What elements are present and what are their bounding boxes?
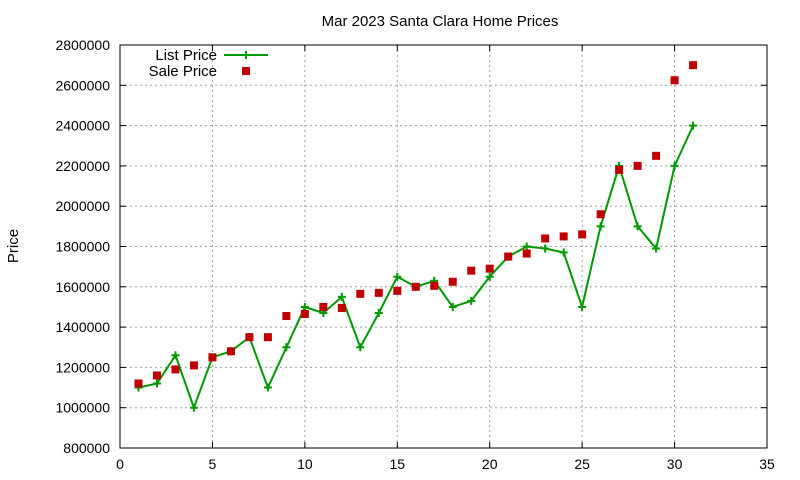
sale-price-point [245,333,254,342]
x-tick-label: 5 [209,456,217,472]
list-price-point [189,403,198,412]
sale-price-point [300,310,309,319]
x-tick-label: 10 [297,456,313,472]
x-tick-label: 35 [759,456,775,472]
sale-price-point [596,210,605,219]
sale-price-point [485,264,494,273]
sale-price-point [541,234,550,243]
list-price-point [337,292,346,301]
x-tick-label: 30 [667,456,683,472]
sale-price-point [670,76,679,85]
sale-price-point [171,365,180,374]
sale-price-point [522,249,531,258]
list-price-point [393,272,402,281]
list-price-point [263,383,272,392]
sale-price-point [134,379,143,388]
list-price-point [522,242,531,251]
y-tick-label: 1400000 [55,319,110,335]
legend: List Price Sale Price [149,47,268,80]
sale-price-point [374,288,383,297]
sale-price-point [282,312,291,321]
x-tick-label: 0 [116,456,124,472]
legend-label-list-price: List Price [155,47,217,64]
sale-price-point [578,230,587,239]
list-price-point [171,351,180,360]
list-price-point [670,161,679,170]
list-price-point [633,222,642,231]
y-tick-label: 2400000 [55,118,110,134]
grid-lines [120,45,767,448]
sale-price-point [559,232,568,241]
list-price-point [467,296,476,305]
list-price-point [578,302,587,311]
y-tick-label: 1000000 [55,400,110,416]
y-tick-label: 2200000 [55,158,110,174]
sale-price-point [504,252,513,261]
list-price-point [596,222,605,231]
legend-label-sale-price: Sale Price [149,63,217,80]
list-price-point [689,121,698,130]
sale-price-point [615,165,624,174]
x-tick-label: 20 [482,456,498,472]
sale-price-point [226,347,235,356]
list-price-point [356,343,365,352]
sale-price-point [467,266,476,275]
sale-price-point [411,282,420,291]
y-tick-label: 1600000 [55,279,110,295]
data-series [134,61,698,412]
sale-price-point [263,333,272,342]
sale-price-point [152,371,161,380]
sale-price-point [689,61,698,70]
x-tick-label: 15 [389,456,405,472]
y-tick-label: 2600000 [55,77,110,93]
chart-title: Mar 2023 Santa Clara Home Prices [322,13,559,30]
sale-price-point [633,161,642,170]
list-price-point [559,248,568,257]
x-tick-label: 25 [574,456,590,472]
list-price-point [652,244,661,253]
legend-marker-sale-price [242,67,250,75]
list-price-point [448,302,457,311]
sale-price-point [337,303,346,312]
sale-price-point [319,302,328,311]
y-tick-label: 2800000 [55,37,110,53]
sale-price-point [208,353,217,362]
sale-price-point [448,277,457,286]
list-price-point [282,343,291,352]
list-price-point [485,272,494,281]
y-axis-label: Price [5,229,22,263]
list-price-point [374,308,383,317]
list-price-point [300,302,309,311]
list-price-point [152,379,161,388]
sale-price-point [393,286,402,295]
axis-ticks: 800000 1000000 1200000 1400000 1600000 180000… [55,37,775,472]
y-tick-label: 1800000 [55,239,110,255]
sale-price-point [189,361,198,370]
y-tick-label: 800000 [63,440,110,456]
sale-price-point [356,289,365,298]
y-tick-label: 2000000 [55,198,110,214]
y-tick-label: 1200000 [55,359,110,375]
sale-price-point [652,151,661,160]
legend-marker-list-price [242,51,250,59]
sale-price-point [430,281,439,290]
list-price-point [541,244,550,253]
